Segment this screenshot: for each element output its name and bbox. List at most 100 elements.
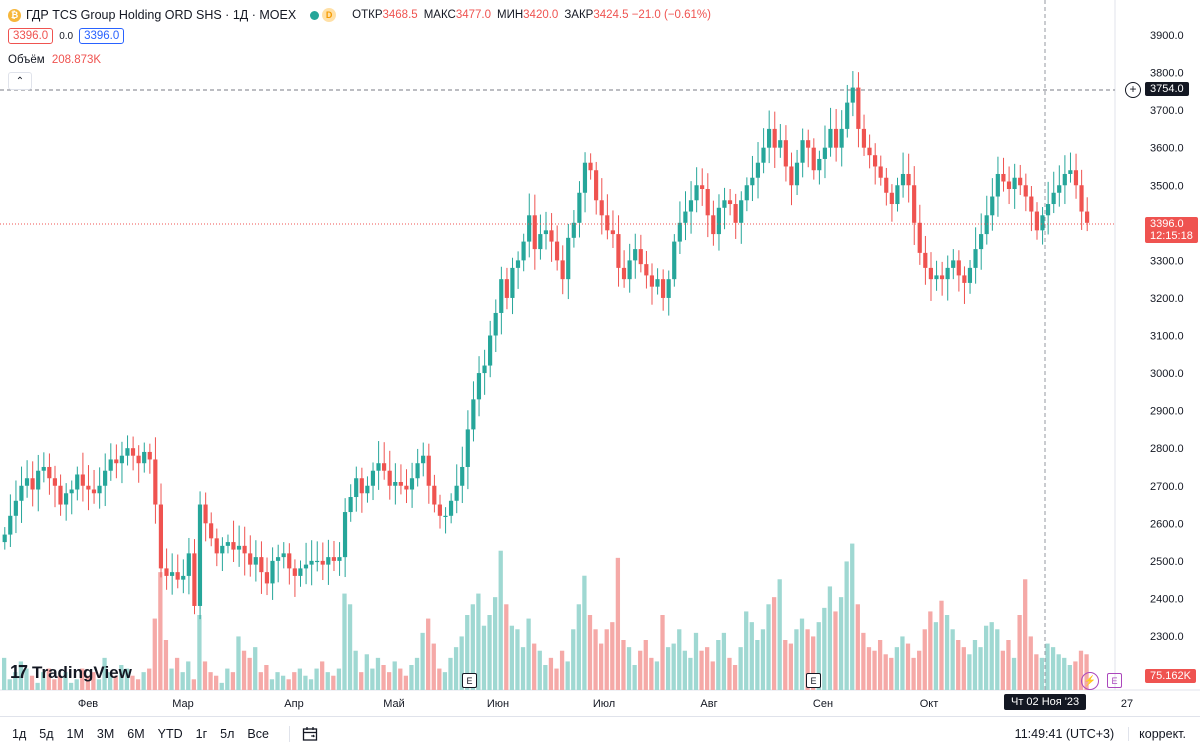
adjust-toggle[interactable]: коррект. (1128, 727, 1186, 741)
candle-body (153, 459, 158, 505)
volume-bar (911, 657, 916, 690)
volume-bar (939, 600, 944, 690)
range-all-button[interactable]: Все (247, 727, 269, 741)
earnings-event-icon[interactable]: E (806, 673, 821, 688)
candle-body (119, 455, 124, 464)
candle-body (861, 128, 867, 148)
symbol-logo-icon[interactable]: ₿ (8, 8, 21, 22)
volume-bar (565, 661, 570, 690)
y-tick-label: 3800.0 (1150, 68, 1184, 80)
candle-body (761, 147, 766, 163)
earnings-event-icon[interactable]: E (462, 673, 477, 688)
candle-body (63, 493, 69, 505)
volume-bar (292, 672, 297, 690)
candle-body (744, 185, 749, 201)
candle-body (281, 553, 286, 558)
range-5d-button[interactable]: 5д (39, 727, 54, 741)
candle-body (649, 275, 654, 287)
tradingview-logo[interactable]: 17 TradingView (10, 662, 132, 683)
volume-bar (186, 661, 191, 690)
volume-bar (320, 661, 325, 690)
volume-bar (805, 629, 810, 690)
y-tick-label: 2800.0 (1150, 443, 1184, 455)
timezone-clock[interactable]: 11:49:41 (UTC+3) (1014, 727, 1115, 741)
candle-body (700, 185, 705, 190)
y-tick-label: 2700.0 (1150, 481, 1184, 493)
candle-body (275, 557, 281, 561)
candle-body (627, 260, 632, 280)
candle-body (270, 560, 275, 584)
volume-bar (46, 668, 51, 690)
bid-ask-row: 3396.0 0.0 3396.0 (8, 28, 125, 44)
y-tick-label: 2500.0 (1150, 556, 1184, 568)
candle-body (130, 448, 136, 456)
volume-bar (481, 625, 487, 690)
volume-bar (649, 657, 654, 690)
delayed-data-badge[interactable]: D (322, 8, 337, 22)
candle-body (86, 485, 91, 490)
sell-price-button[interactable]: 3396.0 (8, 28, 54, 44)
candle-body (1029, 196, 1034, 212)
volume-bar (755, 640, 760, 690)
volume-bar (119, 665, 124, 690)
volume-bar (894, 647, 899, 690)
candle-body (806, 140, 811, 148)
market-status-icon[interactable] (310, 10, 320, 20)
x-tick-label: Июн (487, 698, 509, 710)
symbol-title[interactable]: ГДР TCS Group Holding ORD SHS · 1Д · MOE… (26, 8, 297, 22)
y-tick-label: 2300.0 (1150, 631, 1184, 643)
range-3m-button[interactable]: 3М (96, 727, 115, 741)
candle-body (850, 87, 855, 103)
range-1y-button[interactable]: 1г (195, 727, 208, 741)
buy-price-button[interactable]: 3396.0 (79, 28, 125, 44)
volume-bar (883, 654, 888, 690)
volume-bar (783, 640, 788, 690)
volume-bar (766, 604, 771, 690)
volume-bar (57, 675, 63, 690)
candle-body (917, 222, 922, 253)
candle-body (638, 249, 643, 265)
range-ytd-button[interactable]: YTD (157, 727, 183, 741)
volume-bar (219, 682, 224, 690)
candle-body (432, 485, 437, 505)
candle-body (75, 474, 80, 490)
candle-body (521, 241, 526, 261)
earnings-event-icon[interactable]: E (1107, 673, 1122, 688)
volume-bar (174, 657, 180, 690)
volume-bar (682, 650, 687, 690)
volume-bar (944, 615, 950, 690)
volume-bar (1006, 640, 1011, 690)
candle-body (945, 267, 950, 280)
candle-body (750, 177, 755, 186)
add-alert-plus-icon[interactable]: + (1125, 82, 1141, 98)
volume-bar (571, 629, 576, 690)
candle-body (884, 177, 889, 193)
flash-event-icon[interactable]: ⚡ (1081, 672, 1099, 690)
range-6m-button[interactable]: 6М (127, 727, 145, 741)
volume-bar (437, 668, 442, 690)
x-tick-label: Июл (593, 698, 615, 710)
candle-body (1040, 215, 1045, 231)
candle-body (52, 478, 57, 486)
collapse-legend-button[interactable]: ⌃ (8, 72, 32, 90)
range-5y-button[interactable]: 5л (220, 727, 235, 741)
volume-bar (967, 654, 972, 690)
range-1d-button[interactable]: 1д (12, 727, 27, 741)
volume-bar (816, 622, 821, 690)
volume-bar (827, 586, 833, 690)
volume-bar (1062, 657, 1067, 690)
candle-body (660, 279, 666, 298)
range-1m-button[interactable]: 1М (66, 727, 84, 741)
candle-body (398, 481, 403, 486)
volume-bar (41, 672, 46, 690)
volume-bar (414, 657, 420, 690)
candle-body (292, 568, 297, 576)
volume-bar (504, 604, 509, 690)
calendar-icon[interactable] (288, 726, 320, 742)
candle-body (365, 485, 370, 494)
volume-bar (280, 675, 286, 690)
candle-body (476, 373, 482, 400)
candle-body (80, 474, 85, 486)
